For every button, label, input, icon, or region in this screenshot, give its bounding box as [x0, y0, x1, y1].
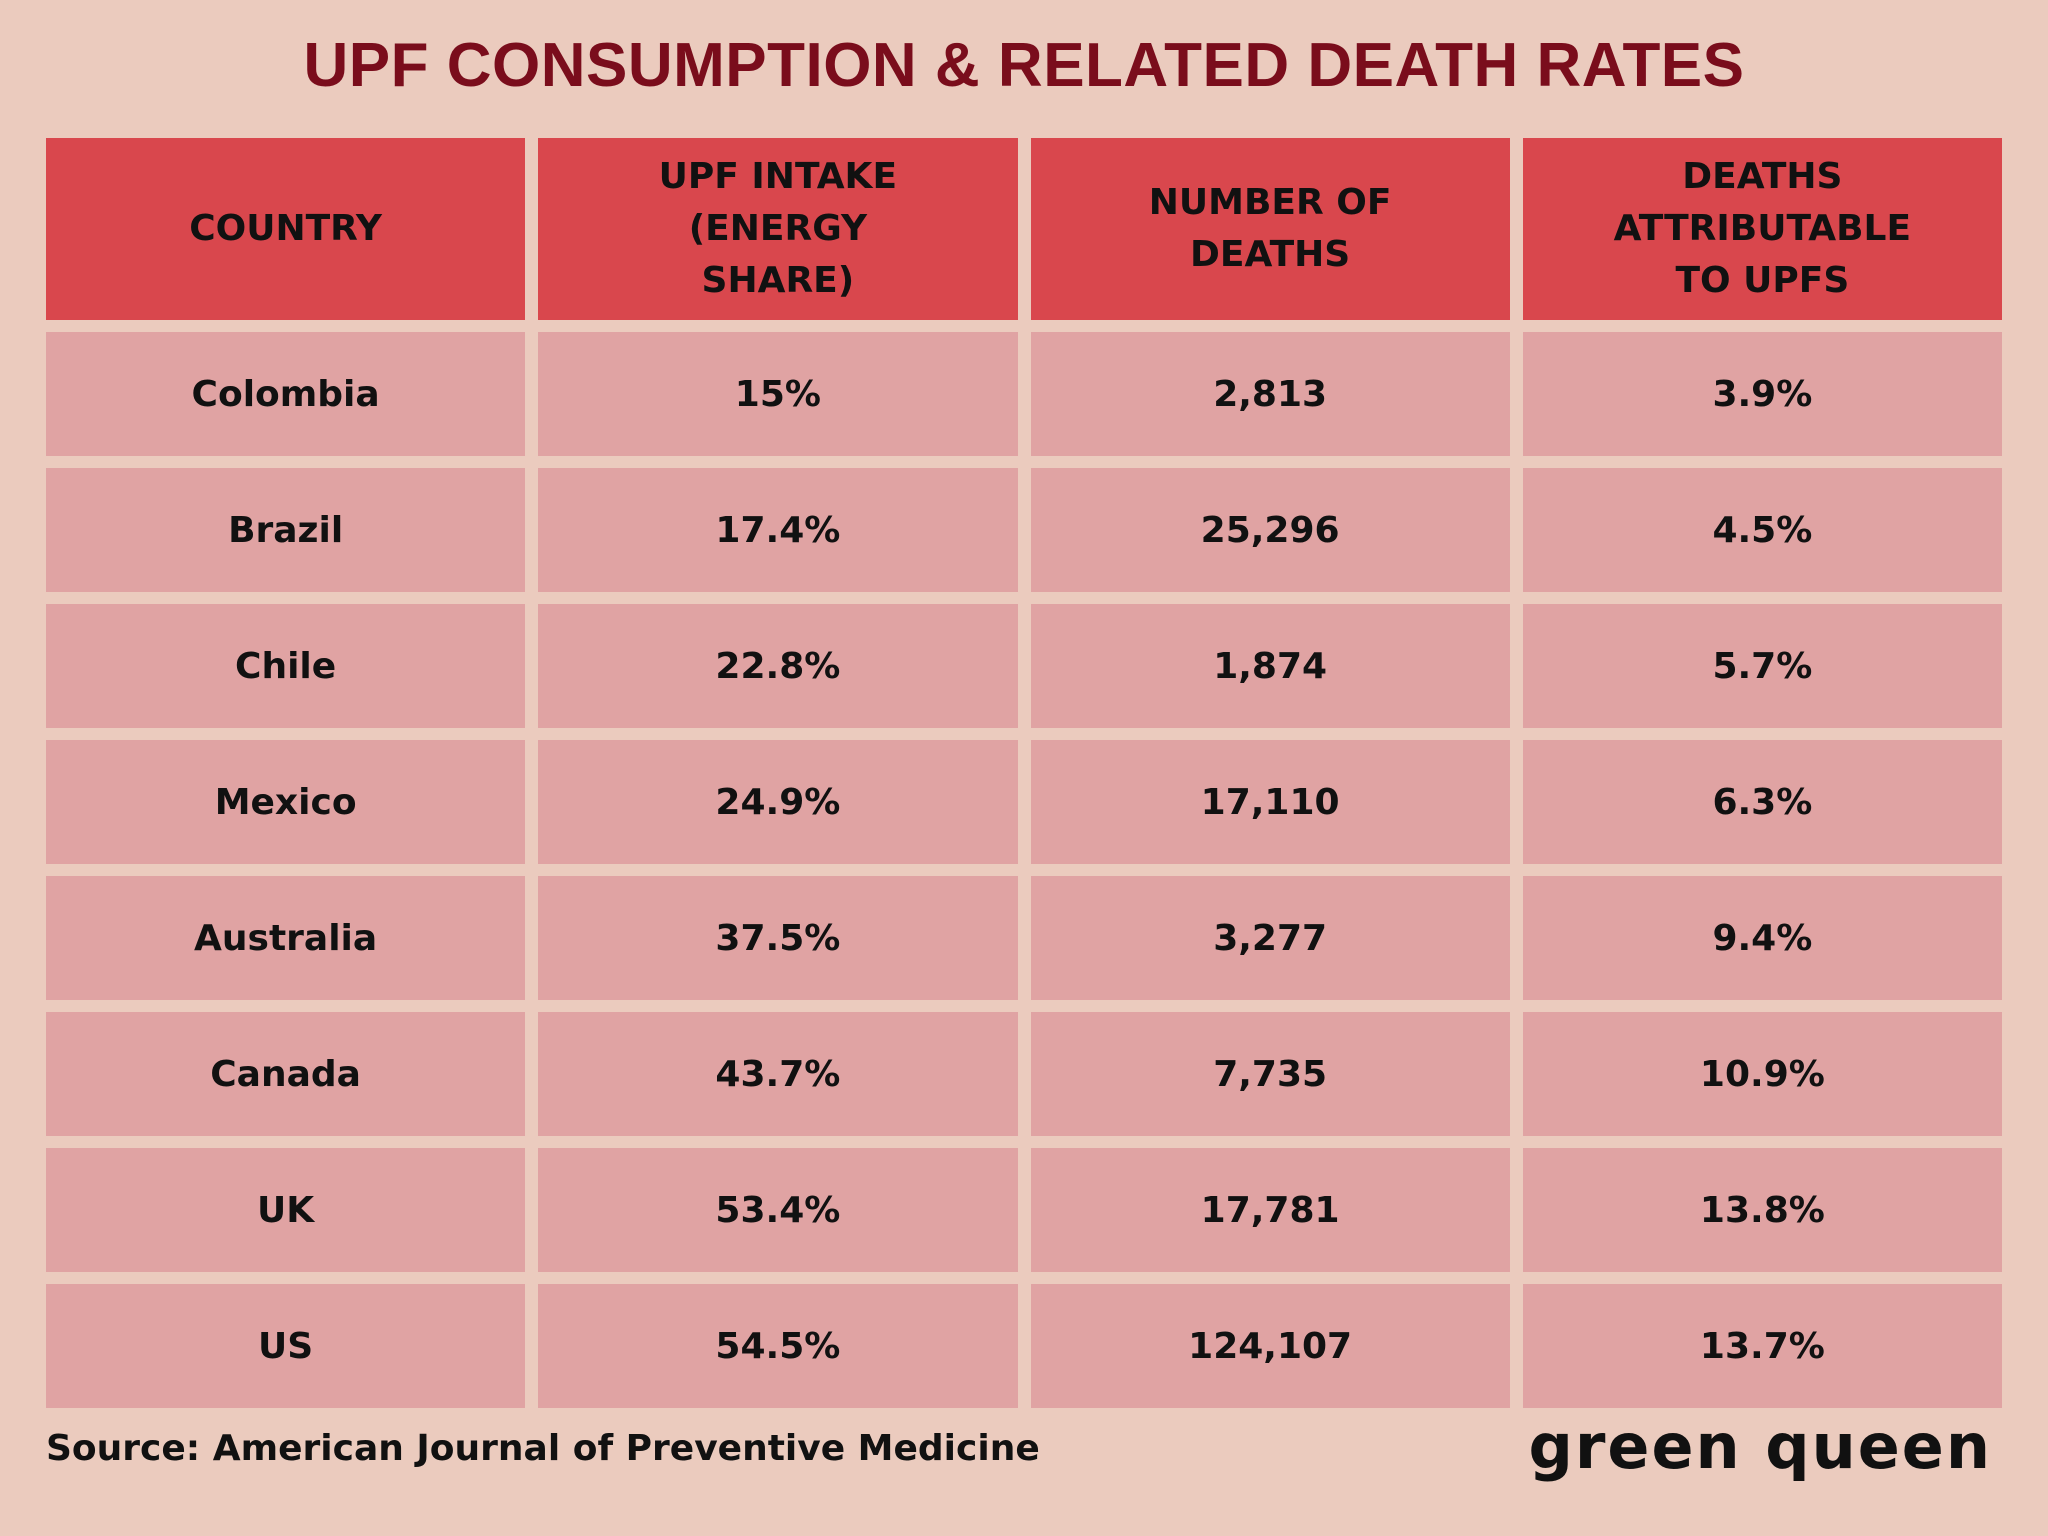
table-cell: 6.3% [1522, 740, 2002, 864]
table-cell: 13.7% [1522, 1284, 2002, 1408]
table-cell: 4.5% [1522, 468, 2002, 592]
column-header: DEATHS ATTRIBUTABLE TO UPFS [1522, 138, 2002, 320]
table-cell: 124,107 [1030, 1284, 1510, 1408]
table-cell: 3.9% [1522, 332, 2002, 456]
table-cell: 17,781 [1030, 1148, 1510, 1272]
column-header: NUMBER OF DEATHS [1030, 138, 1510, 320]
table-cell: 9.4% [1522, 876, 2002, 1000]
table-cell: 15% [538, 332, 1018, 456]
table-cell: Colombia [46, 332, 526, 456]
table-cell: 54.5% [538, 1284, 1018, 1408]
table-cell: 22.8% [538, 604, 1018, 728]
table: COUNTRY UPF INTAKE (ENERGY SHARE) NUMBER O… [46, 138, 2002, 1408]
table-cell: 43.7% [538, 1012, 1018, 1136]
column-header: COUNTRY [46, 138, 526, 320]
table-cell: US [46, 1284, 526, 1408]
source: Source: American Journal of Preventive M… [46, 1428, 1040, 1469]
table-cell: 5.7% [1522, 604, 2002, 728]
table-cell: Mexico [46, 740, 526, 864]
column-header: UPF INTAKE (ENERGY SHARE) [538, 138, 1018, 320]
table-cell: Chile [46, 604, 526, 728]
table-cell: 1,874 [1030, 604, 1510, 728]
table-cell: 25,296 [1030, 468, 1510, 592]
table-cell: 13.8% [1522, 1148, 2002, 1272]
table-cell: Australia [46, 876, 526, 1000]
table-cell: 53.4% [538, 1148, 1018, 1272]
table-cell: 7,735 [1030, 1012, 1510, 1136]
table-cell: 3,277 [1030, 876, 1510, 1000]
table-cell: UK [46, 1148, 526, 1272]
table-cell: 10.9% [1522, 1012, 2002, 1136]
title: UPF CONSUMPTION & RELATED DEATH RATES [303, 31, 1745, 100]
table-cell: 17,110 [1030, 740, 1510, 864]
table-cell: 17.4% [538, 468, 1018, 592]
table-cell: 37.5% [538, 876, 1018, 1000]
table-cell: Brazil [46, 468, 526, 592]
table-cell: Canada [46, 1012, 526, 1136]
table-cell: 2,813 [1030, 332, 1510, 456]
table-cell: 24.9% [538, 740, 1018, 864]
brand: green queen [1528, 1410, 1992, 1483]
